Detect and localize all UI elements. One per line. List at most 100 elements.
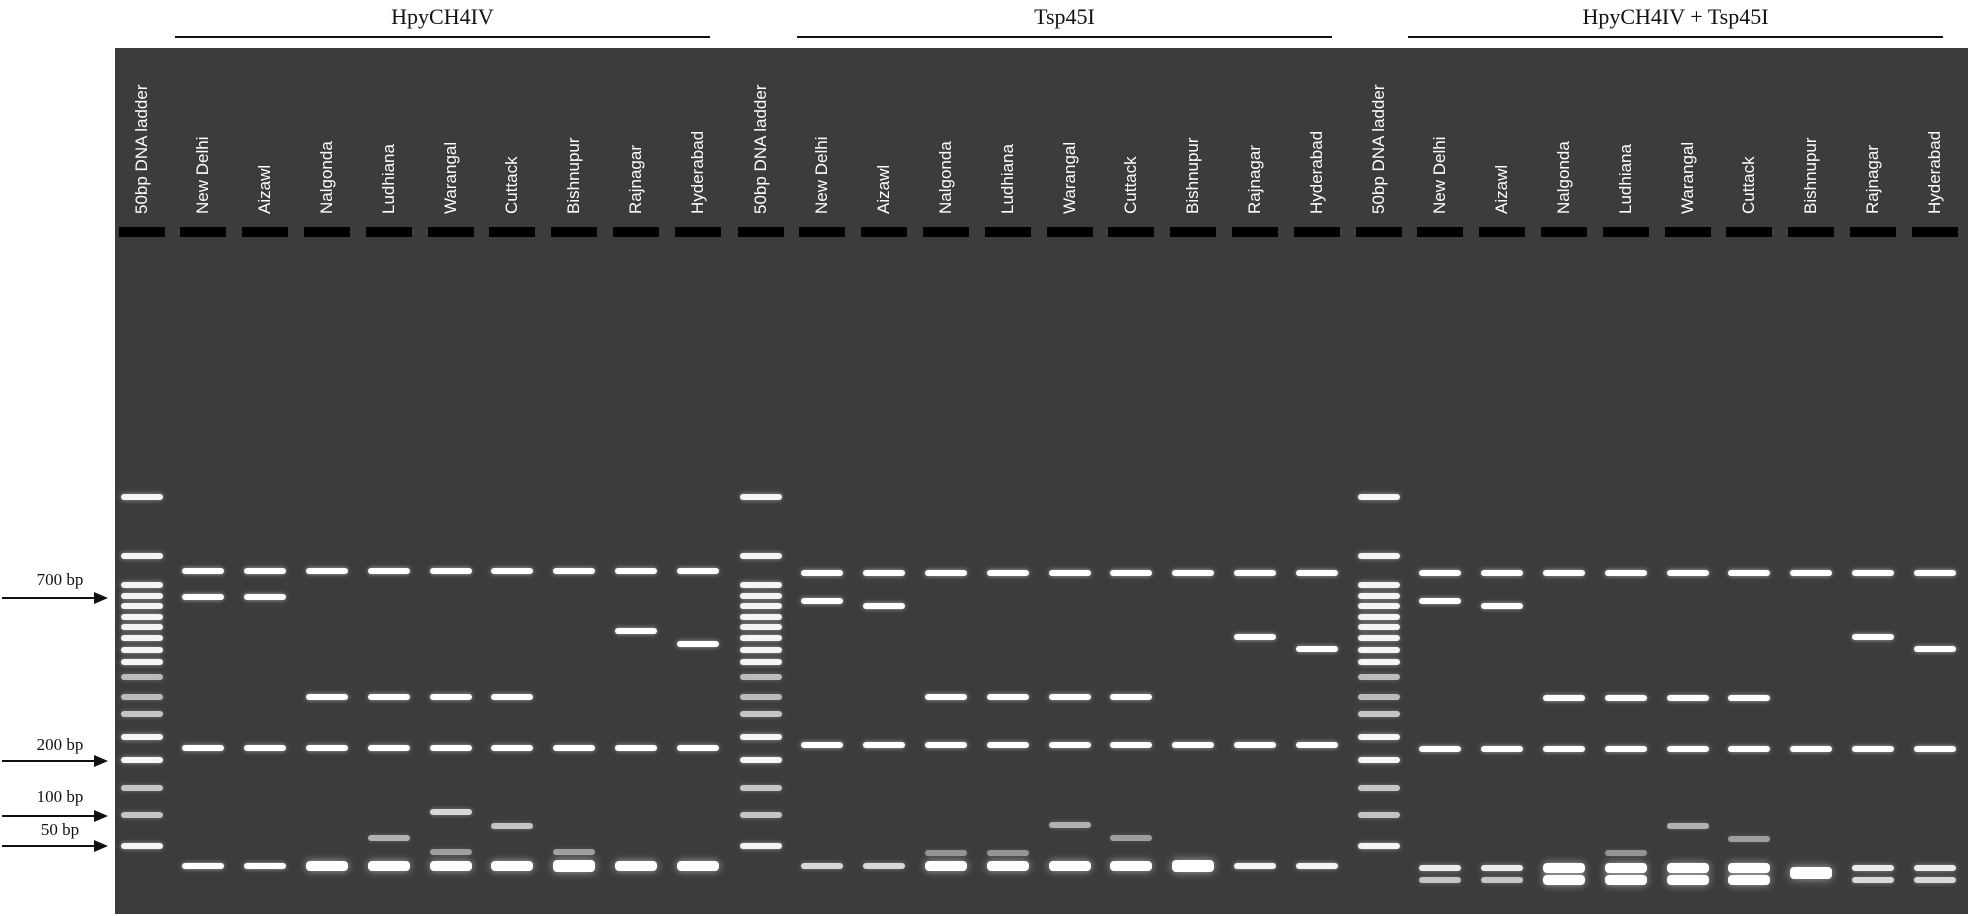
- lane-label-22: New Delhi: [1430, 136, 1449, 214]
- sample-band: [987, 850, 1029, 856]
- sample-band: [1110, 694, 1152, 700]
- ladder-band: [740, 711, 782, 717]
- sample-band: [1914, 646, 1956, 652]
- sample-band: [1728, 570, 1770, 576]
- lane-label-15: Ludhiana: [998, 144, 1017, 214]
- ladder-band: [740, 659, 782, 665]
- lane-label-14: Nalgonda: [936, 141, 955, 214]
- sample-band: [863, 570, 905, 576]
- sample-band: [1049, 742, 1091, 748]
- sample-band: [244, 863, 286, 869]
- well-27: [1726, 227, 1772, 237]
- lane-label-2: New Delhi: [193, 136, 212, 214]
- sample-band: [1605, 695, 1647, 701]
- marker-arrow-100bp: [2, 810, 108, 822]
- ladder-band: [740, 785, 782, 791]
- sample-band: [1234, 570, 1276, 576]
- sample-band: [1605, 570, 1647, 576]
- well-1: [119, 227, 165, 237]
- lane-label-11: 50bp DNA ladder: [751, 84, 770, 214]
- sample-band: [1481, 865, 1523, 871]
- marker-label-200bp: 200 bp: [36, 735, 84, 754]
- sample-band: [1234, 863, 1276, 869]
- well-11: [738, 227, 784, 237]
- sample-band: [1110, 570, 1152, 576]
- lane-label-12: New Delhi: [812, 136, 831, 214]
- lane-label-1: 50bp DNA ladder: [132, 84, 151, 214]
- ladder-band: [121, 694, 163, 700]
- ladder-band: [121, 785, 163, 791]
- sample-band: [244, 745, 286, 751]
- sample-band: [1049, 570, 1091, 576]
- ladder-band: [1358, 624, 1400, 630]
- lane-label-7: Cuttack: [502, 156, 521, 214]
- sample-band: [1234, 634, 1276, 640]
- sample-band: [1605, 746, 1647, 752]
- sample-band: [491, 823, 533, 829]
- well-15: [985, 227, 1031, 237]
- sample-band: [987, 694, 1029, 700]
- lane-label-20: Hyderabad: [1307, 130, 1326, 214]
- lane-label-16: Warangal: [1060, 141, 1079, 214]
- sample-band: [1172, 742, 1214, 748]
- sample-band: [925, 861, 967, 871]
- group-rule-tsp45i: [797, 36, 1332, 38]
- sample-band: [1728, 695, 1770, 701]
- sample-band: [1296, 570, 1338, 576]
- sample-band: [368, 860, 410, 872]
- sample-band: [801, 742, 843, 748]
- sample-band: [1172, 570, 1214, 576]
- sample-band: [491, 694, 533, 700]
- sample-band: [925, 694, 967, 700]
- sample-band: [1481, 746, 1523, 752]
- ladder-band: [740, 603, 782, 609]
- lane-label-3: Aizawl: [255, 164, 274, 214]
- sample-band: [1543, 695, 1585, 701]
- sample-band: [1543, 570, 1585, 576]
- well-10: [675, 227, 721, 237]
- sample-band: [1419, 598, 1461, 604]
- ladder-band: [121, 647, 163, 653]
- ladder-band: [740, 494, 782, 500]
- well-4: [304, 227, 350, 237]
- ladder-band: [740, 593, 782, 599]
- sample-band: [1667, 823, 1709, 829]
- ladder-band: [740, 614, 782, 620]
- well-6: [428, 227, 474, 237]
- sample-band: [1172, 860, 1214, 872]
- ladder-band: [121, 582, 163, 588]
- sample-band: [1296, 742, 1338, 748]
- group-rule-hpych4iv: [175, 36, 710, 38]
- sample-band: [1110, 742, 1152, 748]
- marker-arrow-200bp: [2, 755, 108, 767]
- sample-band: [925, 742, 967, 748]
- sample-band: [677, 861, 719, 871]
- sample-band: [1605, 863, 1647, 873]
- lane-label-28: Bishnupur: [1801, 137, 1820, 214]
- ladder-band: [121, 674, 163, 680]
- ladder-band: [121, 635, 163, 641]
- sample-band: [182, 863, 224, 869]
- ladder-band: [1358, 734, 1400, 740]
- ladder-band: [121, 843, 163, 849]
- sample-band: [430, 849, 472, 855]
- sample-band: [1852, 877, 1894, 883]
- lane-label-18: Bishnupur: [1183, 137, 1202, 214]
- ladder-band: [121, 812, 163, 818]
- ladder-band: [740, 694, 782, 700]
- sample-band: [491, 745, 533, 751]
- group-rule-combined: [1408, 36, 1943, 38]
- sample-band: [244, 594, 286, 600]
- sample-band: [863, 742, 905, 748]
- sample-band: [1419, 865, 1461, 871]
- sample-band: [1419, 746, 1461, 752]
- lane-label-26: Warangal: [1678, 141, 1697, 214]
- sample-band: [1667, 695, 1709, 701]
- ladder-band: [121, 593, 163, 599]
- lane-label-8: Bishnupur: [564, 137, 583, 214]
- sample-band: [368, 568, 410, 574]
- sample-band: [368, 745, 410, 751]
- sample-band: [987, 861, 1029, 871]
- sample-band: [430, 860, 472, 872]
- sample-band: [182, 745, 224, 751]
